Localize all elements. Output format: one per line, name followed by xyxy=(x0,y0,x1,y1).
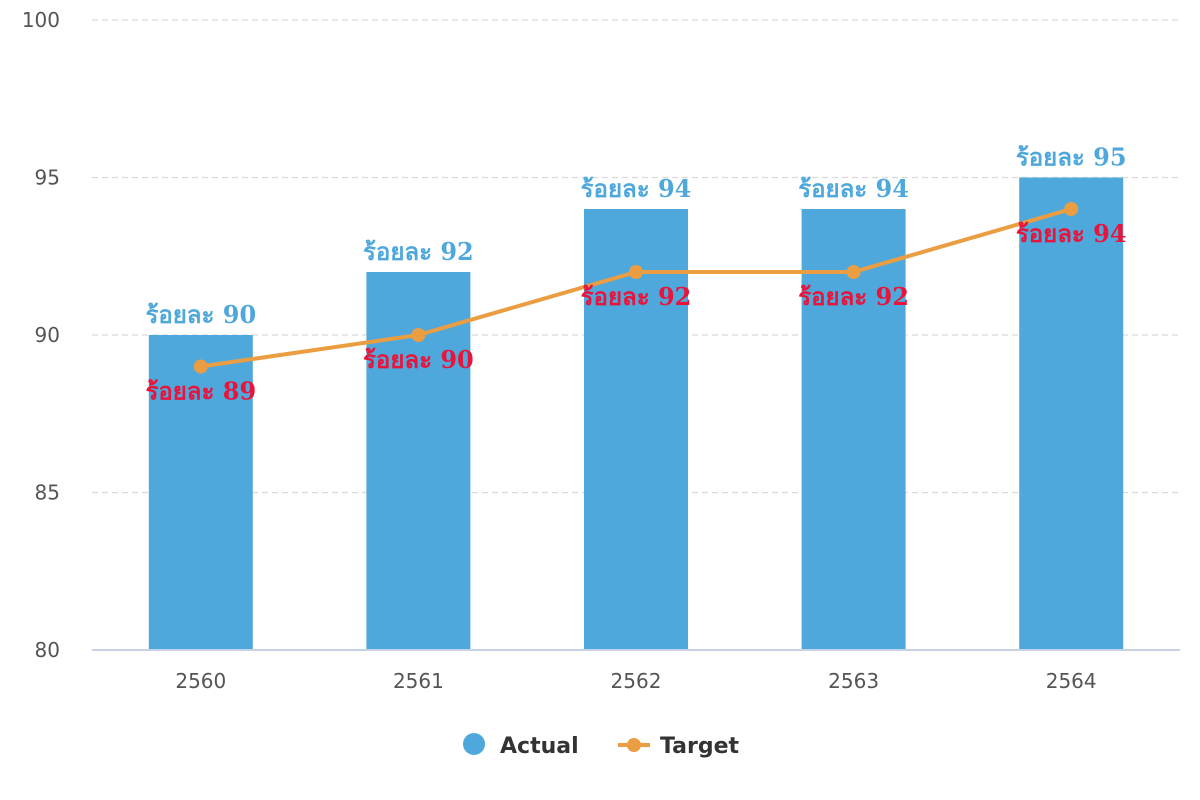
legend-item-target[interactable]: Target xyxy=(618,734,740,759)
actual-data-label: ร้อยละ 90 xyxy=(145,300,256,329)
x-tick-label: 2561 xyxy=(393,669,444,693)
target-data-label: ร้อยละ 89 xyxy=(145,377,256,406)
actual-data-label: ร้อยละ 94 xyxy=(581,174,692,203)
actual-data-label: ร้อยละ 94 xyxy=(798,174,909,203)
legend-target-marker xyxy=(627,738,641,752)
y-tick-label: 85 xyxy=(35,481,60,505)
legend[interactable]: Actual Target xyxy=(463,733,740,759)
y-tick-label: 100 xyxy=(22,8,60,32)
actual-data-label: ร้อยละ 92 xyxy=(363,237,474,266)
x-tick-label: 2564 xyxy=(1046,669,1097,693)
target-data-label: ร้อยละ 92 xyxy=(581,282,692,311)
bar-actual-2563[interactable] xyxy=(801,209,906,650)
bar-layer xyxy=(148,177,1124,651)
target-point-2560[interactable] xyxy=(193,359,208,374)
target-point-2561[interactable] xyxy=(411,328,426,342)
legend-item-actual[interactable]: Actual xyxy=(463,733,579,759)
x-tick-label: 2560 xyxy=(175,669,226,693)
x-tick-label: 2563 xyxy=(828,669,879,693)
line-layer xyxy=(193,202,1079,374)
label-layer: ร้อยละ 90 ร้อยละ 92 ร้อยละ 94 ร้อยละ 94 ร้อย… xyxy=(145,143,1126,406)
legend-target-label: Target xyxy=(660,734,740,759)
legend-actual-marker xyxy=(463,733,485,755)
y-tick-label: 95 xyxy=(35,166,60,190)
axis-layer: 100 95 90 85 80 2560 2561 2562 2563 2564 xyxy=(22,8,1180,693)
target-data-label: ร้อยละ 90 xyxy=(363,345,474,374)
x-tick-label: 2562 xyxy=(611,669,662,693)
target-point-2564[interactable] xyxy=(1064,202,1079,216)
target-data-label: ร้อยละ 94 xyxy=(1016,219,1127,248)
bar-actual-2560[interactable] xyxy=(148,335,253,650)
bar-actual-2564[interactable] xyxy=(1019,177,1124,651)
legend-actual-label: Actual xyxy=(500,734,579,759)
y-tick-label: 80 xyxy=(35,638,60,662)
target-data-label: ร้อยละ 92 xyxy=(798,282,909,311)
y-tick-label: 90 xyxy=(35,323,60,347)
target-point-2562[interactable] xyxy=(629,265,643,279)
actual-data-label: ร้อยละ 95 xyxy=(1016,143,1127,172)
target-point-2563[interactable] xyxy=(846,265,861,279)
